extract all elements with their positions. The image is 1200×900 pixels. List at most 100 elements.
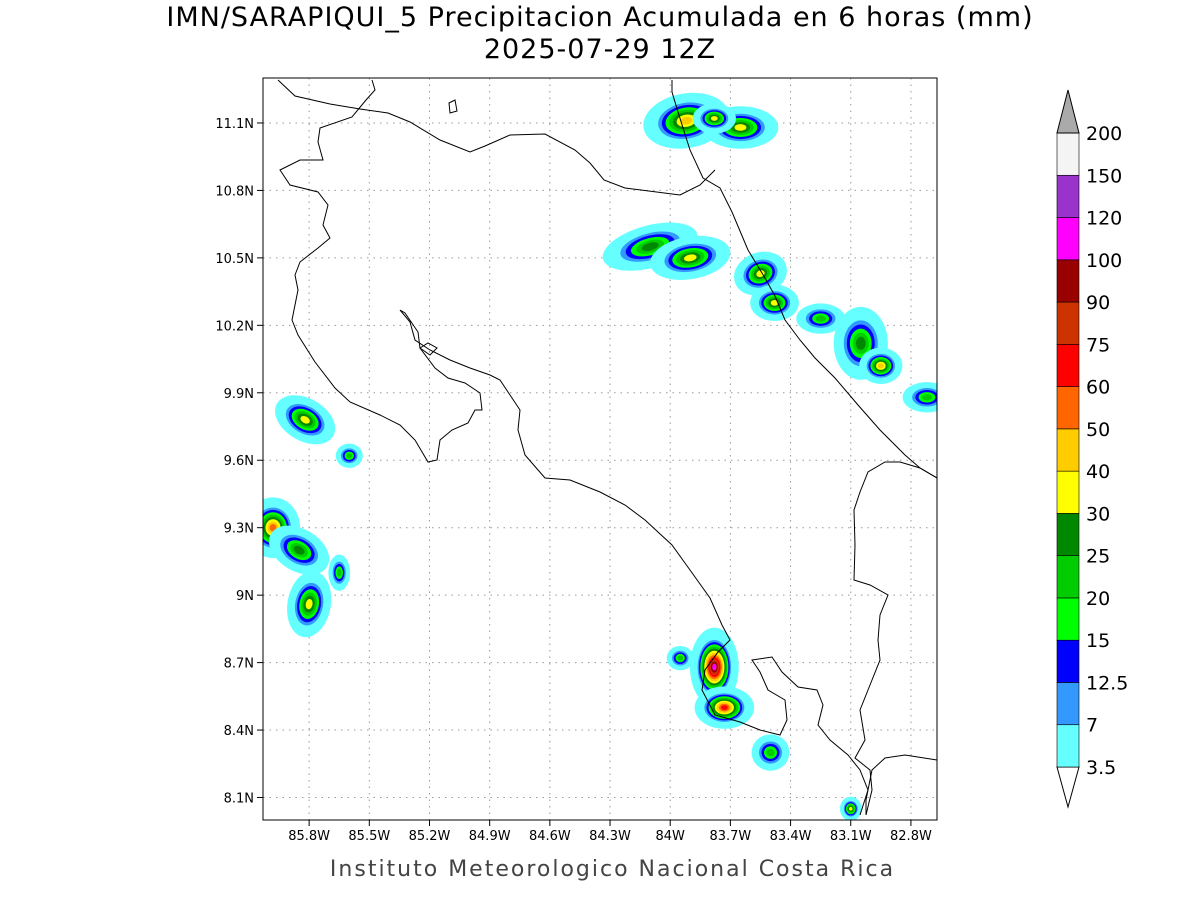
- precip-contour: [684, 254, 697, 262]
- latitude-ticks: 11.1N 10.8N 10.5N 10.2N 9.9N 9.6N 9.3N 9N 8.7N 8.…: [215, 117, 263, 807]
- precip-cell: [796, 303, 846, 334]
- colorbar-swatch: [1056, 344, 1080, 387]
- precip-cell: [859, 347, 903, 385]
- lon-tick-label: 83.1W: [830, 829, 872, 844]
- colorbar-label: 60: [1086, 377, 1110, 399]
- precip-contour: [293, 545, 305, 555]
- colorbar-label: 12.5: [1086, 672, 1128, 694]
- colorbar-label: 50: [1086, 419, 1110, 441]
- precip-contour: [770, 300, 779, 306]
- lat-tick-label: 9.6N: [224, 454, 254, 469]
- precip-contour: [766, 748, 775, 757]
- colorbar-label: 90: [1086, 292, 1110, 314]
- colorbar-label: 20: [1086, 588, 1110, 610]
- lake-island: [448, 99, 458, 114]
- precip-contour: [849, 806, 853, 811]
- colorbar-swatch: [1056, 428, 1080, 472]
- lat-tick-label: 10.2N: [215, 319, 254, 334]
- precip-cell: [839, 796, 862, 820]
- grid-lines: [263, 78, 937, 820]
- lon-tick-label: 85.5W: [348, 829, 390, 844]
- lat-tick-label: 9N: [236, 589, 254, 604]
- precip-contour: [710, 116, 718, 121]
- colorbar-label: 100: [1086, 250, 1122, 272]
- precip-cell: [269, 525, 330, 575]
- plot-frame: [262, 77, 938, 821]
- colorbar-label: 200: [1086, 123, 1122, 145]
- precip-contour: [346, 453, 353, 459]
- precip-contour: [734, 124, 747, 131]
- colorbar-label: 30: [1086, 503, 1110, 525]
- precip-cell: [902, 382, 937, 413]
- bocas-coast: [865, 754, 937, 815]
- lon-tick-label: 84.6W: [529, 829, 571, 844]
- precip-contour: [756, 270, 765, 278]
- precip-contour: [677, 655, 684, 661]
- precip-contour: [721, 705, 728, 710]
- colorbar-swatch: [1056, 217, 1080, 261]
- precip-contour: [336, 568, 342, 577]
- lat-tick-label: 10.5N: [215, 252, 254, 267]
- colorbar-swatch: [1056, 132, 1080, 176]
- map-subtitle-datetime: 2025-07-29 12Z: [483, 34, 717, 65]
- colorbar-swatch: [1056, 386, 1080, 430]
- precip-cell: [750, 284, 799, 322]
- lon-tick-label: 84.3W: [589, 829, 631, 844]
- pacific-coast-north: [279, 79, 869, 816]
- colorbar-swatch: [1056, 597, 1080, 641]
- colorbar-swatch: [1056, 470, 1080, 514]
- colorbar-label: 3.5: [1086, 757, 1116, 779]
- precip-cell: [275, 395, 336, 445]
- precip-contour: [269, 523, 277, 532]
- caribbean-coast: [671, 80, 937, 479]
- precip-contour: [300, 415, 310, 424]
- lat-tick-label: 8.7N: [224, 657, 254, 672]
- lon-tick-label: 85.2W: [409, 829, 451, 844]
- precip-contour: [305, 598, 313, 610]
- precip-contour: [641, 242, 659, 251]
- longitude-ticks: 85.8W 85.5W 85.2W 84.9W 84.6W 84.3W 84W 83.7W 83…: [288, 820, 932, 844]
- colorbar-high-arrow: [1056, 89, 1080, 134]
- colorbar-label: 15: [1086, 630, 1110, 652]
- colorbar-swatch: [1056, 174, 1080, 218]
- footer-credit: Instituto Meteorologico Nacional Costa R…: [329, 857, 896, 882]
- lon-tick-label: 83.4W: [770, 829, 812, 844]
- colorbar-swatch: [1056, 724, 1080, 768]
- coastlines: [277, 79, 937, 816]
- gulf-nicoya-island: [419, 342, 438, 356]
- colorbar-label: 150: [1086, 165, 1122, 187]
- lat-tick-label: 8.1N: [224, 792, 254, 807]
- precip-cell: [650, 235, 731, 280]
- precip-cell: [751, 734, 790, 771]
- lon-tick-label: 84.9W: [469, 829, 511, 844]
- colorbar-swatch: [1056, 301, 1080, 345]
- lon-tick-label: 82.8W: [890, 829, 932, 844]
- colorbar-swatch: [1056, 555, 1080, 599]
- lon-tick-label: 83.7W: [709, 829, 751, 844]
- lat-tick-label: 9.9N: [224, 387, 254, 402]
- precip-cell: [692, 103, 737, 134]
- colorbar-low-arrow: [1056, 766, 1080, 809]
- precip-contour: [680, 116, 693, 125]
- colorbar-swatch: [1056, 259, 1080, 303]
- precip-cell: [328, 554, 351, 591]
- colorbar-legend: 3.5 7 12.5 15 20 25 30 40 50 60 75 90 100 120 150 200: [1056, 89, 1128, 809]
- colorbar-label: 75: [1086, 334, 1110, 356]
- precip-contour: [815, 315, 826, 322]
- precip-contour: [712, 663, 717, 671]
- colorbar-label: 25: [1086, 546, 1110, 568]
- lon-tick-label: 85.8W: [288, 829, 330, 844]
- lat-tick-label: 10.8N: [215, 184, 254, 199]
- precip-contour: [877, 363, 884, 369]
- colorbar-swatch: [1056, 639, 1080, 683]
- lat-tick-label: 11.1N: [215, 117, 254, 132]
- precip-cell: [666, 645, 694, 671]
- lat-tick-label: 8.4N: [224, 724, 254, 739]
- colorbar-label: 120: [1086, 208, 1122, 230]
- colorbar-label: 7: [1086, 715, 1098, 737]
- lon-tick-label: 84W: [656, 829, 686, 844]
- lake-nicaragua-shore: [277, 79, 716, 196]
- map-title: IMN/SARAPIQUI_5 Precipitacion Acumulada …: [166, 2, 1034, 33]
- precip-cell: [335, 443, 363, 468]
